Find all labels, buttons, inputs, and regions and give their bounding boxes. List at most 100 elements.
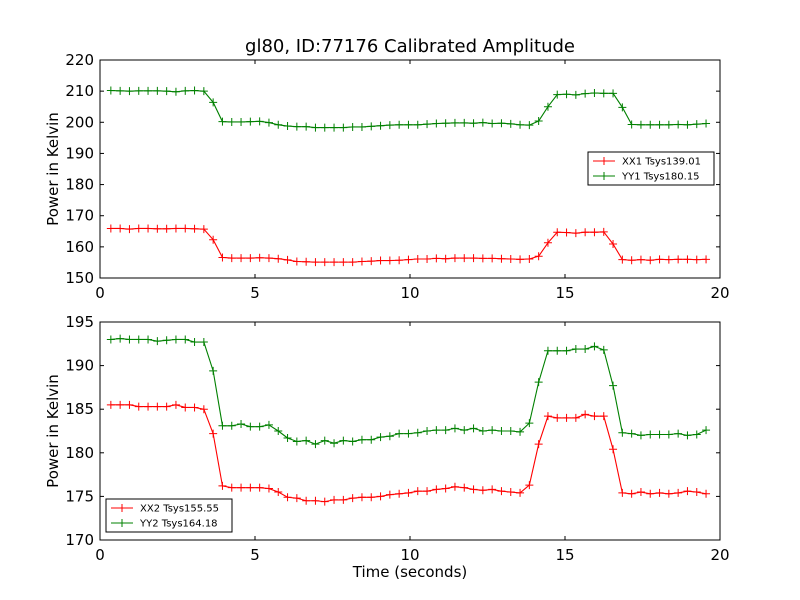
data-point [423,487,432,496]
data-point [106,224,115,233]
data-point [488,119,497,128]
data-point [106,335,115,344]
x-tick-label: 20 [710,546,729,564]
data-point [171,335,180,344]
data-point [683,487,692,496]
data-point [125,225,134,234]
data-point [497,487,506,496]
data-point [106,400,115,409]
data-point [525,255,534,264]
data-point [534,252,543,261]
data-point [330,495,339,504]
data-point [562,228,571,237]
data-point [348,258,357,267]
y-tick-label: 175 [65,487,94,505]
data-point [664,430,673,439]
data-point [469,485,478,494]
data-point [571,345,580,354]
data-point [264,420,273,429]
data-point [367,257,376,266]
y-tick-label: 160 [65,238,94,256]
data-point [302,122,311,131]
data-point [292,437,301,446]
data-point [227,421,236,430]
data-point [302,436,311,445]
data-point [311,440,320,449]
data-point [655,488,664,497]
data-point [320,258,329,267]
data-point [674,488,683,497]
legend-entry-label: XX1 Tsys139.01 [622,157,701,168]
data-point [283,255,292,264]
data-point [553,90,562,99]
x-tick-label: 15 [555,546,574,564]
data-point [218,481,227,490]
y-tick-label: 220 [65,51,94,69]
data-point [543,346,552,355]
data-point [274,488,283,497]
data-point [609,240,618,249]
data-point [506,427,515,435]
data-point [506,488,515,497]
data-point [478,254,487,263]
data-point [655,255,664,264]
data-point [450,424,459,433]
y-tick-label: 190 [65,144,94,162]
y-axis-label: Power in Kelvin [44,112,62,226]
data-point [283,433,292,442]
x-tick-label: 5 [250,284,260,302]
data-point [478,427,487,435]
data-point [181,403,190,412]
data-point [553,346,562,355]
data-point [153,337,162,346]
data-point [534,378,543,387]
data-point [590,412,599,421]
data-point [385,490,394,499]
y-tick-label: 180 [65,176,94,194]
data-point [692,430,701,439]
legend-box [105,498,233,533]
data-point [497,119,506,128]
data-point [664,120,673,129]
data-point [125,400,134,409]
data-point [292,494,301,503]
data-point [664,255,673,264]
data-point [441,426,450,435]
data-point [292,257,301,266]
data-point [255,483,264,492]
y-tick-label: 150 [65,269,94,287]
data-point [116,334,125,343]
y-tick-label: 170 [65,207,94,225]
data-point [441,119,450,128]
series-2 [106,334,711,449]
data-point [227,483,236,492]
data-point [181,224,190,233]
data-point [478,118,487,127]
data-point [302,496,311,505]
data-point [134,402,143,411]
data-point [264,254,273,263]
data-point [330,439,339,448]
top-plot: 0 5 10 15 20 150 160 170 180 190 200 210 220 Power in… [44,51,730,302]
data-point [264,118,273,127]
data-point [636,488,645,497]
data-point [339,123,348,132]
data-point [162,336,171,345]
data-point [190,86,199,95]
data-point [581,89,590,98]
data-point [674,429,683,438]
data-point [599,412,608,421]
data-point [153,86,162,95]
data-point [590,89,599,98]
data-point [190,338,199,347]
data-point [516,488,525,497]
data-point [506,255,515,264]
data-point [125,335,134,344]
data-point [702,426,711,435]
data-point [683,255,692,264]
data-point [274,120,283,129]
data-point [590,228,599,237]
data-point [571,90,580,99]
data-point [432,254,441,263]
data-point [218,421,227,430]
